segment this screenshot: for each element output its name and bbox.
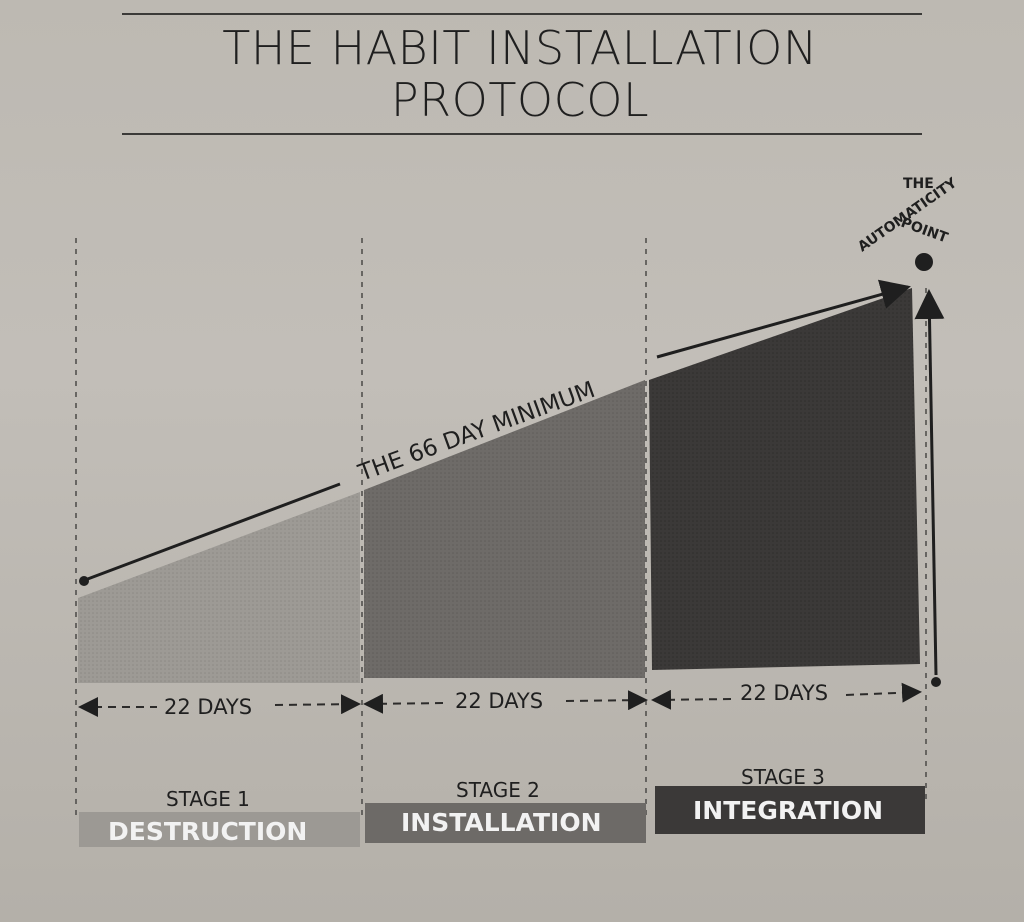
stage-2-name: INSTALLATION bbox=[401, 808, 602, 837]
stage-2-number: STAGE 2 bbox=[456, 778, 540, 802]
duration-stage-1-label: 22 DAYS bbox=[164, 695, 252, 719]
stage-3-area bbox=[649, 288, 920, 670]
stage-dividers bbox=[75, 238, 927, 820]
duration-stage-2-right-dash bbox=[565, 690, 648, 711]
stage-2-area bbox=[364, 380, 645, 678]
stage-area-shapes bbox=[78, 288, 920, 683]
duration-stage-1-right-dash bbox=[274, 694, 361, 715]
duration-row: 22 DAYS 22 DAYS 22 DAYS bbox=[78, 681, 922, 719]
duration-stage-3-label: 22 DAYS bbox=[740, 681, 828, 705]
diagram-title-line-2: PROTOCOL bbox=[390, 73, 650, 127]
minimum-start-dot bbox=[79, 576, 89, 586]
duration-stage-3-right-dash bbox=[845, 682, 922, 703]
stage-1-name: DESTRUCTION bbox=[108, 817, 307, 846]
automaticity-base-dot bbox=[931, 677, 941, 687]
stage-3-banner bbox=[655, 786, 925, 834]
title-bottom-rule bbox=[122, 133, 922, 135]
automaticity-label-line-1: THE bbox=[903, 176, 934, 192]
diagram-title-line-1: THE HABIT INSTALLATION bbox=[222, 21, 818, 75]
stage-1-area bbox=[78, 492, 360, 683]
duration-stage-2-left-dash bbox=[363, 693, 448, 714]
stage-1-banner bbox=[79, 812, 360, 847]
stage-3-number: STAGE 3 bbox=[741, 765, 825, 789]
title-top-rule bbox=[122, 13, 922, 15]
stage-1-number: STAGE 1 bbox=[166, 787, 250, 811]
duration-stage-2-label: 22 DAYS bbox=[455, 689, 543, 713]
automaticity-label-line-3: POINT bbox=[899, 215, 951, 247]
automaticity-vertical-arrow bbox=[914, 289, 945, 676]
minimum-arrow-segment-1 bbox=[84, 482, 341, 582]
duration-stage-3-left-dash bbox=[651, 689, 734, 710]
stage-2-banner bbox=[365, 803, 646, 843]
minimum-arrow-segment-2 bbox=[656, 279, 911, 359]
automaticity-point-dot bbox=[915, 253, 933, 271]
stage-3-name: INTEGRATION bbox=[693, 796, 883, 825]
stage-labels: STAGE 1 DESTRUCTION STAGE 2 INSTALLATION… bbox=[79, 765, 925, 847]
